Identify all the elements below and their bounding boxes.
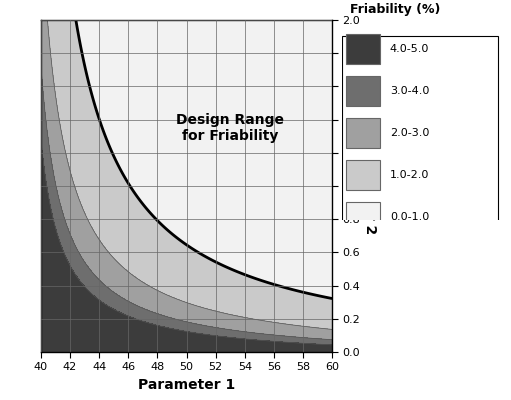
Text: 0.0-1.0: 0.0-1.0 <box>390 212 429 222</box>
Text: 3.0-4.0: 3.0-4.0 <box>390 86 429 96</box>
FancyBboxPatch shape <box>345 76 380 106</box>
Y-axis label: Parameter 2: Parameter 2 <box>363 137 377 235</box>
Text: Design Range
for Friability: Design Range for Friability <box>176 113 284 143</box>
X-axis label: Parameter 1: Parameter 1 <box>138 378 235 392</box>
FancyBboxPatch shape <box>345 202 380 232</box>
Text: Friability (%): Friability (%) <box>351 3 440 16</box>
Text: 2.0-3.0: 2.0-3.0 <box>390 128 429 138</box>
Text: 1.0-2.0: 1.0-2.0 <box>390 170 429 180</box>
FancyBboxPatch shape <box>345 118 380 148</box>
FancyBboxPatch shape <box>342 36 498 240</box>
FancyBboxPatch shape <box>345 34 380 64</box>
Text: 4.0-5.0: 4.0-5.0 <box>390 44 429 54</box>
FancyBboxPatch shape <box>345 160 380 190</box>
